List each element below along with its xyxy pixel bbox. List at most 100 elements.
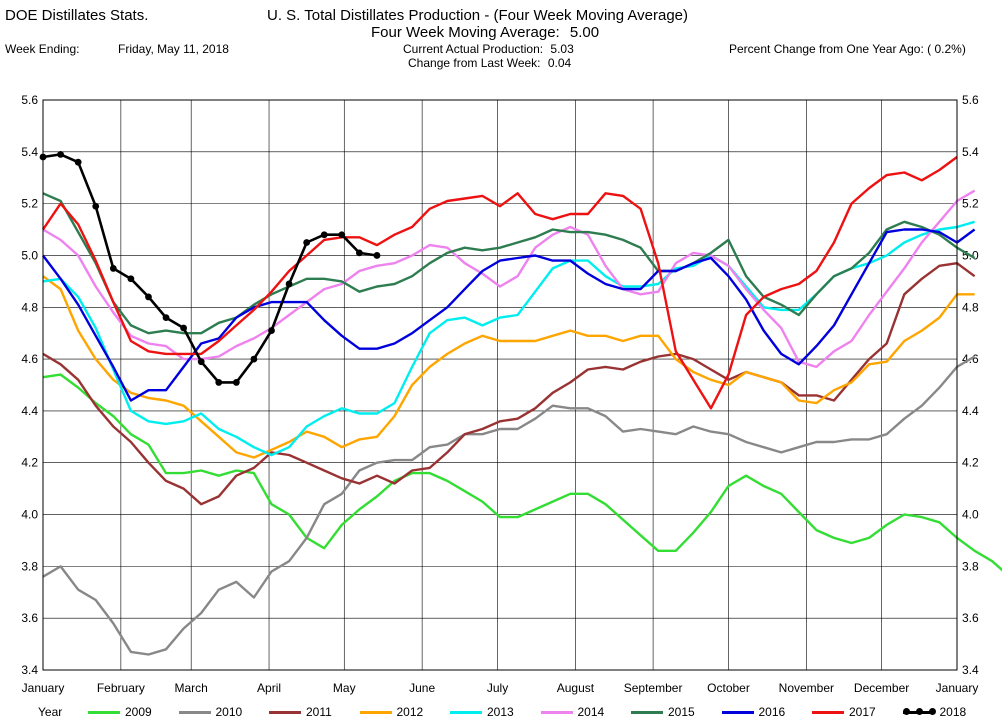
app-title: DOE Distillates Stats. — [5, 7, 149, 24]
data-point-2018 — [215, 379, 223, 386]
x-tick-label: February — [97, 681, 145, 695]
x-tick-label: May — [333, 681, 356, 695]
week-ending-label: Week Ending: — [5, 42, 80, 56]
y-tick-label-left: 3.6 — [21, 611, 38, 625]
legend-swatch-2010 — [178, 711, 211, 714]
y-tick-label-right: 5.4 — [962, 145, 979, 159]
y-tick-label-right: 3.8 — [962, 559, 979, 573]
current-production-label: Current Actual Production: — [403, 42, 544, 56]
moving-average-label: Four Week Moving Average: — [371, 24, 560, 41]
legend-swatch-2014 — [540, 711, 573, 714]
y-tick-label-right: 3.6 — [962, 611, 979, 625]
legend-marker-2018 — [915, 708, 923, 715]
chart-title: U. S. Total Distillates Production - (Fo… — [267, 7, 689, 24]
y-tick-label-right: 5.6 — [962, 93, 979, 107]
data-point-2018 — [92, 202, 100, 210]
legend-swatch-2015 — [631, 711, 663, 714]
legend-label-2009: 2009 — [125, 705, 152, 719]
y-tick-label-left: 5.4 — [21, 145, 38, 159]
legend-label-2011: 2011 — [306, 705, 332, 719]
x-tick-label: January — [936, 681, 979, 695]
current-production-value: 5.03 — [550, 42, 574, 56]
x-tick-label: September — [624, 681, 683, 695]
data-point-2018 — [109, 265, 117, 272]
y-tick-label-left: 4.2 — [21, 456, 38, 470]
data-point-2018 — [355, 249, 363, 257]
y-tick-label-right: 3.4 — [962, 663, 979, 677]
y-tick-label-left: 4.4 — [21, 404, 38, 418]
data-point-2018 — [232, 379, 240, 386]
x-axis: January February March April May June July Augu… — [22, 681, 979, 695]
y-tick-label-right: 4.2 — [962, 456, 979, 470]
legend-marker-2018 — [902, 708, 910, 715]
x-tick-label: December — [854, 681, 909, 695]
y-axis-right: 3.43.63.84.04.24.44.64.85.05.25.45.6 — [962, 93, 979, 677]
data-point-2018 — [145, 293, 152, 301]
series-line-2011 — [42, 262, 976, 506]
production-line-chart: 3.4 3.6 3.8 4.0 4.2 4.4 4.6 4.8 5.0 5.2 5.4 5.6 3.4… — [21, 93, 1002, 695]
legend-swatch-2016 — [721, 711, 754, 714]
series-group — [39, 151, 1002, 656]
x-tick-label: June — [409, 681, 435, 695]
legend-label-2010: 2010 — [215, 705, 243, 719]
plot-frame — [42, 99, 958, 671]
legend-label-2017: 2017 — [849, 705, 876, 719]
data-point-2018 — [320, 231, 328, 239]
legend-swatch-2013 — [450, 711, 482, 714]
percent-change-value: ( 0.2%) — [927, 42, 966, 56]
y-tick-label-left: 4.8 — [21, 300, 38, 314]
x-tick-label: July — [487, 681, 508, 695]
data-point-2018 — [127, 275, 135, 283]
series-line-2015 — [42, 192, 976, 335]
x-tick-label: October — [707, 681, 750, 695]
data-point-2018 — [268, 327, 275, 334]
change-week-value: 0.04 — [547, 56, 572, 70]
y-tick-label-right: 5.2 — [962, 197, 979, 211]
data-point-2018 — [57, 151, 64, 158]
series-line-2017 — [42, 156, 958, 410]
legend-swatch-2012 — [359, 711, 392, 714]
x-tick-label: August — [557, 681, 595, 695]
legend-title: Year — [38, 705, 63, 719]
y-axis-left: 3.4 3.6 3.8 4.0 4.2 4.4 4.6 4.8 5.0 5.2 5.4 5.6 — [21, 93, 38, 677]
y-tick-label-right: 4.4 — [962, 404, 979, 418]
series-line-2009 — [42, 373, 1002, 572]
legend-label-2012: 2012 — [396, 705, 424, 719]
percent-change-label: Percent Change from One Year Ago: — [729, 42, 924, 56]
y-tick-label-left: 5.0 — [21, 248, 38, 262]
y-tick-label-left: 4.0 — [21, 508, 38, 522]
x-tick-label: March — [175, 681, 208, 695]
y-tick-label-left: 3.4 — [21, 663, 38, 677]
series-line-2014 — [42, 189, 976, 369]
y-tick-label-right: 4.0 — [962, 508, 979, 522]
percent-change: Percent Change from One Year Ago: ( 0.2%… — [729, 42, 966, 56]
legend-label-2013: 2013 — [487, 705, 514, 719]
y-tick-label-left: 4.6 — [21, 352, 38, 366]
series-line-2012 — [42, 275, 975, 459]
y-tick-label-left: 5.2 — [21, 197, 38, 211]
y-tick-label-left: 3.8 — [21, 559, 38, 573]
data-point-2018 — [373, 252, 381, 259]
data-point-2018 — [338, 231, 346, 239]
moving-average-line: Four Week Moving Average: 5.00 — [371, 24, 599, 42]
legend-marker-2018 — [928, 708, 936, 715]
data-point-2018 — [303, 239, 311, 246]
data-point-2018 — [162, 314, 170, 322]
legend-swatch-2011 — [269, 711, 301, 714]
chart-grid — [42, 99, 958, 671]
week-ending-value: Friday, May 11, 2018 — [118, 42, 229, 56]
series-line-2010 — [42, 355, 976, 656]
x-tick-label: April — [257, 681, 281, 695]
legend-label-2015: 2015 — [668, 705, 695, 719]
legend-label-2016: 2016 — [758, 705, 786, 719]
current-production: Current Actual Production: 5.03 — [403, 42, 574, 56]
legend-label-2014: 2014 — [577, 705, 605, 719]
legend-swatch-2017 — [812, 711, 844, 714]
change-week-label: Change from Last Week: — [408, 56, 541, 70]
x-tick-label: November — [779, 681, 834, 695]
data-point-2018 — [285, 280, 293, 288]
data-point-2018 — [74, 158, 82, 166]
y-tick-label-left: 5.6 — [21, 93, 38, 107]
x-tick-label: January — [22, 681, 65, 695]
series-line-2016 — [42, 228, 976, 402]
